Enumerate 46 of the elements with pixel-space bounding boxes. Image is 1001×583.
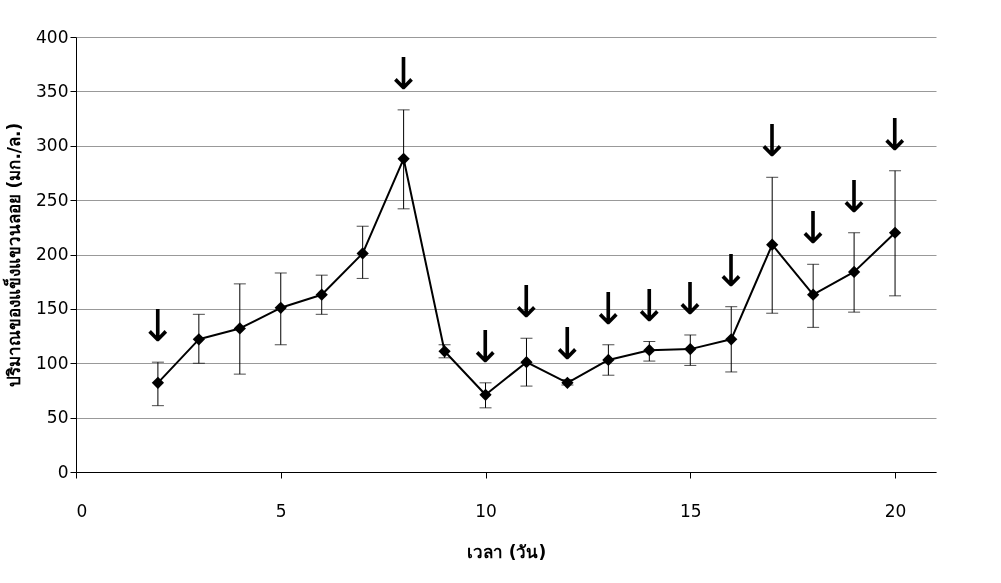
annotation: ↓ (712, 244, 750, 296)
x-tick-label: 0 (76, 500, 88, 521)
annotation: ↓ (876, 108, 914, 160)
point (643, 344, 656, 357)
x-tick-label: 5 (275, 500, 287, 521)
point (602, 353, 615, 367)
annotation: ↓ (548, 317, 586, 369)
annotation: ↓ (630, 279, 668, 331)
x-tick-label: 20 (884, 500, 907, 521)
annotation: ↓ (753, 115, 791, 167)
annotation: ↓ (589, 282, 627, 334)
point (397, 152, 410, 165)
annotation: ↓ (139, 300, 177, 352)
point (520, 356, 533, 369)
point (479, 388, 492, 401)
y-tick-label: 150 (36, 298, 69, 319)
point (766, 238, 779, 251)
y-tick-label: 300 (36, 135, 69, 156)
x-tick-label: 15 (679, 500, 702, 521)
y-tick-label: 350 (36, 80, 69, 101)
point (684, 342, 697, 356)
annotation: ↓ (835, 170, 873, 222)
point (274, 301, 287, 314)
y-tick-label: 100 (36, 352, 69, 373)
annotation: ↓ (508, 276, 545, 328)
y-tick-label: 200 (36, 244, 69, 264)
annotation: ↓ (671, 272, 709, 324)
y-tick-label: 400 (36, 26, 69, 47)
x-axis-title: เวลา (วัน) (466, 541, 547, 562)
annotation: ↓ (794, 202, 832, 254)
point (151, 376, 165, 389)
y-tick-label: 250 (36, 189, 69, 210)
point (725, 333, 738, 346)
point (807, 288, 820, 301)
y-axis-title: ปริมาณของแข็งแขวนลอย (มก./ล.) (2, 122, 25, 388)
annotation: ↓ (385, 47, 423, 99)
point (888, 226, 902, 239)
point (233, 322, 246, 335)
point (315, 288, 328, 301)
annotation: ↓ (467, 320, 504, 372)
point (356, 247, 369, 260)
y-tick-label: 50 (46, 407, 69, 428)
x-tick-label: 10 (475, 500, 497, 521)
point (847, 265, 861, 279)
point (192, 333, 205, 346)
y-tick-label: 0 (57, 461, 69, 482)
